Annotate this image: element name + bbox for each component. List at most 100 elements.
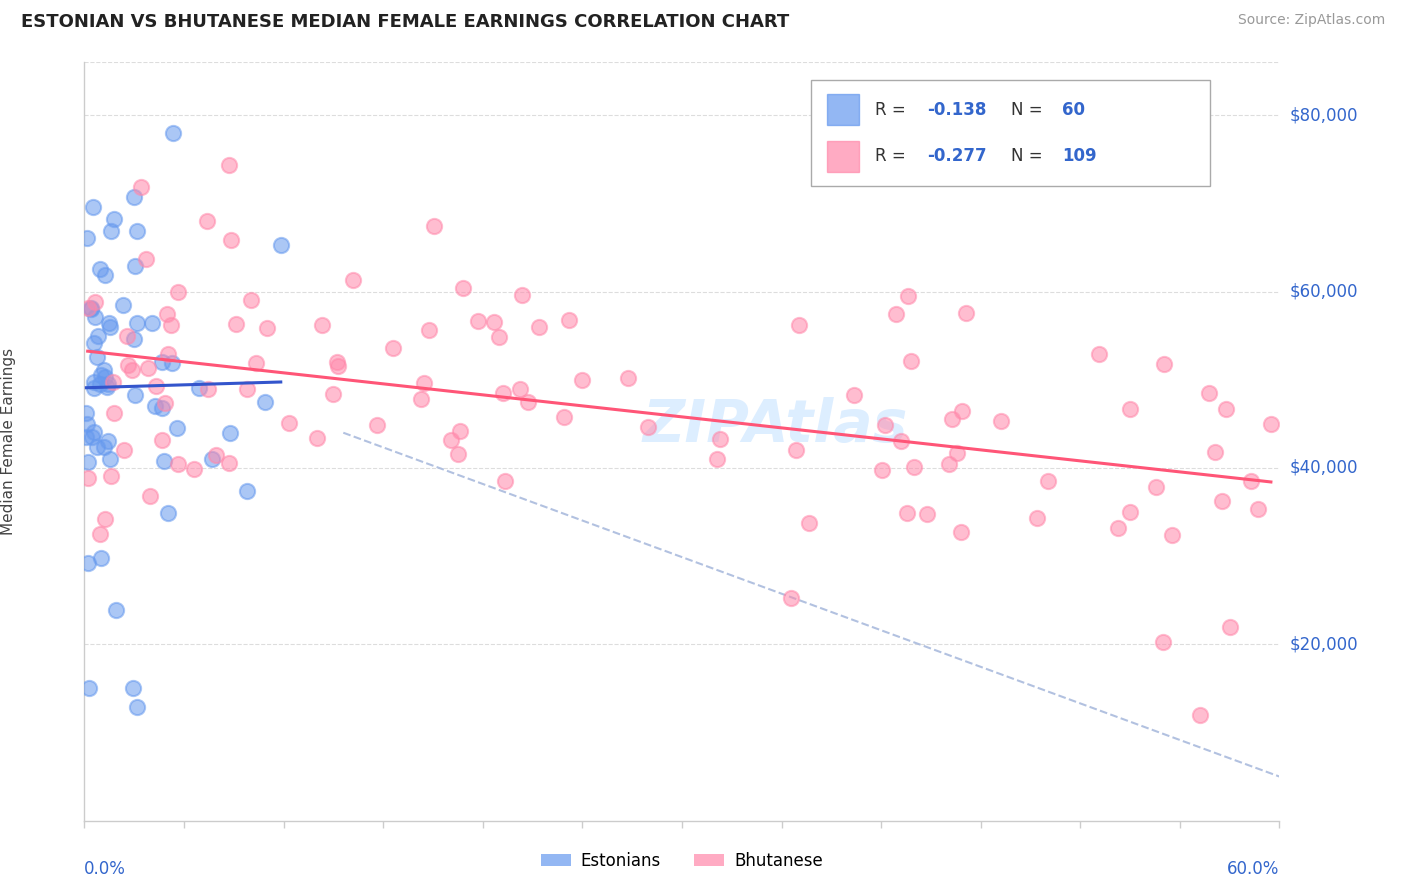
- Point: [138, 489, 160, 503]
- Point: [484, 315, 506, 329]
- Point: [143, 399, 166, 413]
- Point: [98, 320, 121, 334]
- Point: [76, 301, 98, 316]
- Point: [517, 395, 540, 409]
- Text: ESTONIAN VS BHUTANESE MEDIAN FEMALE EARNINGS CORRELATION CHART: ESTONIAN VS BHUTANESE MEDIAN FEMALE EARN…: [21, 13, 789, 31]
- Text: Median Female Earnings: Median Female Earnings: [1, 348, 17, 535]
- Bar: [827, 141, 859, 171]
- Point: [326, 359, 349, 373]
- Point: [236, 382, 259, 396]
- Point: [103, 406, 125, 420]
- Point: [83, 376, 105, 390]
- Text: $40,000: $40,000: [1289, 459, 1358, 477]
- Point: [915, 508, 938, 522]
- Point: [411, 392, 433, 406]
- Point: [104, 602, 127, 616]
- Point: [494, 475, 516, 489]
- Point: [76, 417, 98, 431]
- Point: [152, 433, 174, 447]
- Point: [236, 484, 259, 499]
- Point: [160, 356, 183, 370]
- Point: [553, 409, 575, 424]
- Text: 60: 60: [1063, 101, 1085, 119]
- Point: [90, 368, 112, 382]
- Point: [101, 375, 124, 389]
- Point: [76, 231, 98, 245]
- Point: [93, 440, 115, 454]
- Point: [1260, 417, 1282, 431]
- Point: [1161, 528, 1184, 542]
- Point: [76, 455, 98, 469]
- Point: [77, 556, 100, 570]
- Point: [1153, 357, 1175, 371]
- Point: [124, 388, 146, 402]
- Point: [1144, 479, 1167, 493]
- Text: $60,000: $60,000: [1289, 283, 1358, 301]
- Point: [93, 268, 115, 282]
- Point: [94, 512, 117, 526]
- Point: [83, 336, 105, 351]
- Point: [197, 214, 219, 228]
- Point: [129, 180, 152, 194]
- Point: [941, 412, 963, 426]
- Point: [201, 452, 224, 467]
- Point: [449, 424, 471, 438]
- Point: [509, 382, 531, 396]
- Point: [950, 524, 973, 539]
- Point: [938, 457, 960, 471]
- Point: [94, 370, 117, 384]
- Point: [156, 347, 179, 361]
- Point: [946, 445, 969, 459]
- Text: $80,000: $80,000: [1289, 106, 1358, 124]
- Point: [418, 323, 440, 337]
- Point: [89, 526, 111, 541]
- Text: 109: 109: [1063, 147, 1097, 165]
- Point: [510, 288, 533, 302]
- Point: [311, 318, 333, 332]
- Point: [896, 506, 918, 520]
- Point: [162, 126, 184, 140]
- Point: [842, 387, 865, 401]
- Point: [1025, 511, 1047, 525]
- Point: [412, 376, 434, 391]
- Point: [122, 190, 145, 204]
- Point: [135, 252, 157, 266]
- Point: [955, 306, 977, 320]
- Point: [86, 440, 108, 454]
- Point: [157, 506, 180, 520]
- Point: [93, 363, 115, 377]
- Point: [1188, 707, 1211, 722]
- Point: [637, 420, 659, 434]
- Point: [89, 377, 111, 392]
- Point: [98, 452, 121, 467]
- Text: ZIPAtlas: ZIPAtlas: [643, 397, 907, 453]
- Point: [121, 363, 143, 377]
- Text: R =: R =: [875, 147, 911, 165]
- FancyBboxPatch shape: [811, 80, 1209, 186]
- Point: [127, 224, 149, 238]
- Point: [305, 431, 328, 445]
- Point: [326, 355, 349, 369]
- Point: [115, 328, 138, 343]
- Point: [97, 376, 120, 391]
- Point: [218, 158, 240, 172]
- Point: [83, 310, 105, 324]
- Point: [709, 432, 731, 446]
- Point: [571, 373, 593, 387]
- Point: [82, 200, 104, 214]
- Point: [77, 681, 100, 695]
- Point: [422, 219, 444, 234]
- Text: R =: R =: [875, 101, 911, 119]
- Point: [886, 308, 908, 322]
- Text: 60.0%: 60.0%: [1227, 860, 1279, 879]
- Point: [1152, 635, 1174, 649]
- Point: [83, 381, 105, 395]
- Point: [1247, 501, 1270, 516]
- Point: [1204, 445, 1226, 459]
- Text: N =: N =: [1011, 147, 1047, 165]
- Point: [112, 298, 135, 312]
- Point: [873, 417, 896, 432]
- Bar: [827, 95, 859, 125]
- Point: [1107, 521, 1129, 535]
- Point: [952, 403, 974, 417]
